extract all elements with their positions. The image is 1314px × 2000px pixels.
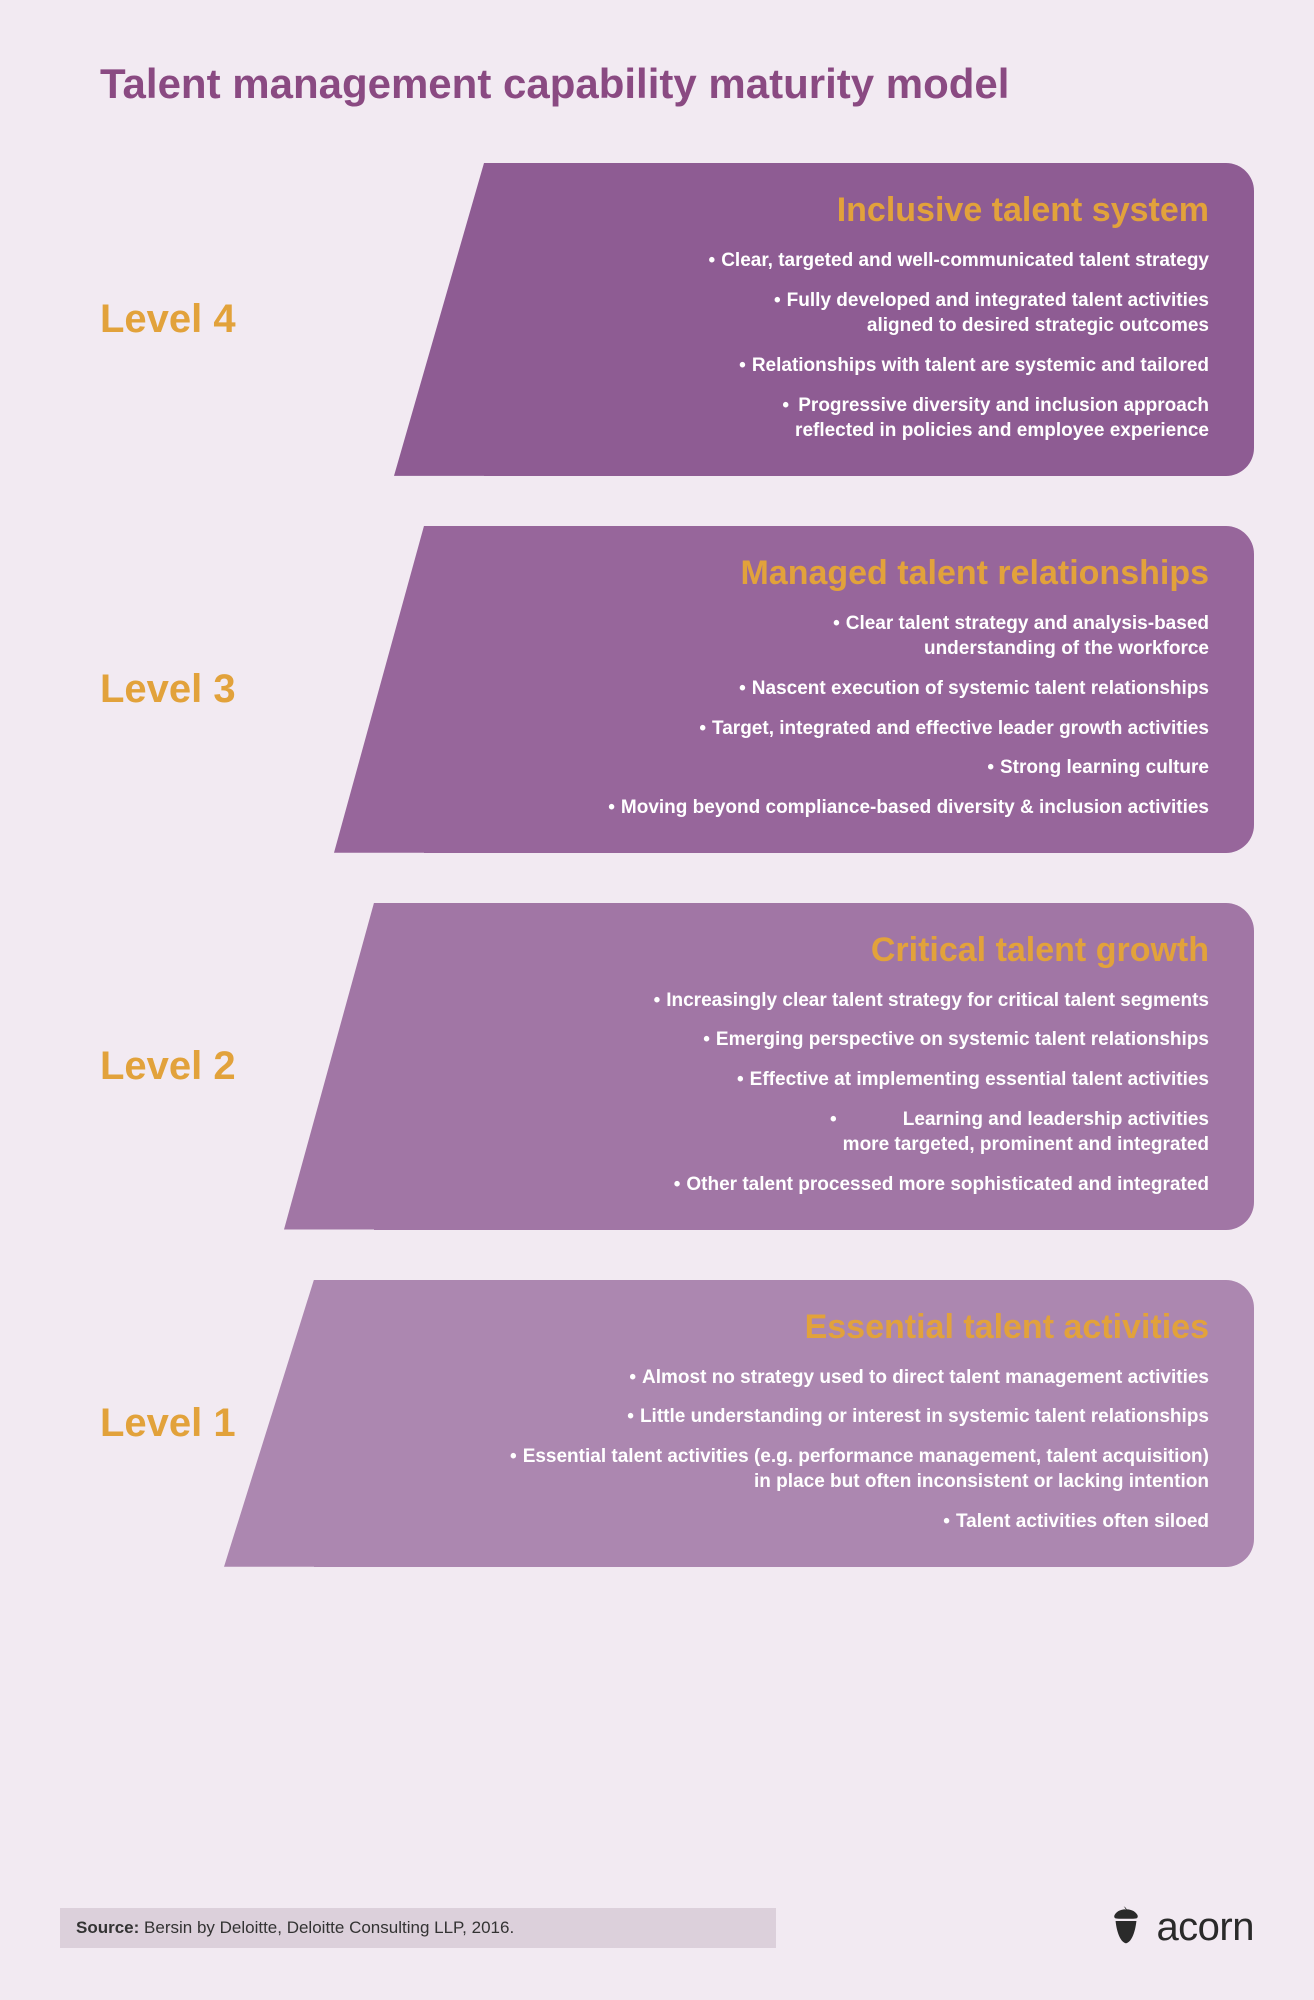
bullet-item: •Nascent execution of systemic talent re… (739, 676, 1209, 702)
bullet-dot-icon: • (703, 1027, 710, 1053)
bullet-dot-icon: • (830, 1107, 837, 1158)
bullet-dot-icon: • (699, 716, 706, 742)
bullet-text: Nascent execution of systemic talent rel… (752, 676, 1209, 702)
level-label: Level 4 (60, 297, 300, 342)
bullet-dot-icon: • (774, 288, 781, 339)
source-label: Source: (76, 1918, 139, 1937)
source-bar: Source: Bersin by Deloitte, Deloitte Con… (60, 1908, 776, 1948)
bullet-item: •Clear, targeted and well-communicated t… (709, 248, 1209, 274)
bullet-item: •Learning and leadership activities more… (830, 1107, 1209, 1158)
level-label: Level 1 (60, 1401, 300, 1446)
bullet-dot-icon: • (608, 795, 615, 821)
bullet-dot-icon: • (654, 988, 661, 1014)
bullet-text: Learning and leadership activities more … (843, 1107, 1209, 1158)
level-row: Level 2Critical talent growth•Increasing… (60, 903, 1254, 1230)
bullet-item: •Moving beyond compliance-based diversit… (608, 795, 1209, 821)
bullet-list: •Clear, targeted and well-communicated t… (529, 248, 1209, 444)
bullet-item: •Other talent processed more sophisticat… (674, 1172, 1209, 1198)
level-card: Essential talent activities•Almost no st… (314, 1280, 1254, 1567)
bullet-text: Essential talent activities (e.g. perfor… (523, 1444, 1209, 1495)
acorn-icon (1106, 1905, 1146, 1950)
bullet-text: Little understanding or interest in syst… (640, 1404, 1209, 1430)
brand-logo: acorn (1106, 1905, 1254, 1950)
level-row: Level 4Inclusive talent system•Clear, ta… (60, 163, 1254, 476)
card-title: Managed talent relationships (469, 554, 1209, 593)
card-title: Critical talent growth (419, 931, 1209, 970)
bullet-text: Moving beyond compliance-based diversity… (621, 795, 1209, 821)
bullet-item: •Clear talent strategy and analysis-base… (833, 611, 1209, 662)
bullet-text: Emerging perspective on systemic talent … (716, 1027, 1209, 1053)
bullet-dot-icon: • (833, 611, 840, 662)
levels-container: Level 4Inclusive talent system•Clear, ta… (60, 163, 1254, 1865)
page: Talent management capability maturity mo… (0, 0, 1314, 2000)
bullet-dot-icon: • (782, 393, 789, 444)
bullet-item: •Talent activities often siloed (943, 1509, 1209, 1535)
bullet-text: Almost no strategy used to direct talent… (642, 1365, 1209, 1391)
bullet-list: •Almost no strategy used to direct talen… (359, 1365, 1209, 1535)
level-label: Level 2 (60, 1044, 300, 1089)
bullet-list: •Clear talent strategy and analysis-base… (469, 611, 1209, 821)
level-card-wrap: Critical talent growth•Increasingly clea… (300, 903, 1254, 1230)
level-card-wrap: Inclusive talent system•Clear, targeted … (300, 163, 1254, 476)
bullet-dot-icon: • (943, 1509, 950, 1535)
bullet-dot-icon: • (987, 755, 994, 781)
bullet-dot-icon: • (674, 1172, 681, 1198)
bullet-dot-icon: • (737, 1067, 744, 1093)
level-row: Level 3Managed talent relationships•Clea… (60, 526, 1254, 853)
bullet-text: Progressive diversity and inclusion appr… (795, 393, 1209, 444)
level-card-wrap: Essential talent activities•Almost no st… (300, 1280, 1254, 1567)
bullet-dot-icon: • (510, 1444, 517, 1495)
bullet-text: Effective at implementing essential tale… (750, 1067, 1209, 1093)
source-text: Bersin by Deloitte, Deloitte Consulting … (144, 1918, 514, 1937)
bullet-item: •Essential talent activities (e.g. perfo… (510, 1444, 1209, 1495)
bullet-text: Talent activities often siloed (956, 1509, 1209, 1535)
bullet-item: •Effective at implementing essential tal… (737, 1067, 1209, 1093)
bullet-text: Strong learning culture (1000, 755, 1209, 781)
card-title: Inclusive talent system (529, 191, 1209, 230)
level-card: Critical talent growth•Increasingly clea… (374, 903, 1254, 1230)
bullet-text: Clear, targeted and well-communicated ta… (721, 248, 1209, 274)
level-card-wrap: Managed talent relationships•Clear talen… (300, 526, 1254, 853)
bullet-text: Fully developed and integrated talent ac… (787, 288, 1209, 339)
bullet-text: Relationships with talent are systemic a… (752, 353, 1209, 379)
bullet-dot-icon: • (629, 1365, 636, 1391)
page-title: Talent management capability maturity mo… (100, 60, 1254, 108)
logo-text: acorn (1156, 1905, 1254, 1950)
bullet-item: •Increasingly clear talent strategy for … (654, 988, 1209, 1014)
bullet-text: Increasingly clear talent strategy for c… (666, 988, 1209, 1014)
footer: Source: Bersin by Deloitte, Deloitte Con… (60, 1905, 1254, 1950)
level-card: Inclusive talent system•Clear, targeted … (484, 163, 1254, 476)
bullet-dot-icon: • (709, 248, 716, 274)
level-row: Level 1Essential talent activities•Almos… (60, 1280, 1254, 1567)
card-title: Essential talent activities (359, 1308, 1209, 1347)
bullet-item: •Little understanding or interest in sys… (627, 1404, 1209, 1430)
bullet-dot-icon: • (739, 676, 746, 702)
level-label: Level 3 (60, 667, 300, 712)
bullet-list: •Increasingly clear talent strategy for … (419, 988, 1209, 1198)
bullet-text: Other talent processed more sophisticate… (686, 1172, 1209, 1198)
level-card: Managed talent relationships•Clear talen… (424, 526, 1254, 853)
bullet-item: •Emerging perspective on systemic talent… (703, 1027, 1209, 1053)
bullet-text: Target, integrated and effective leader … (712, 716, 1209, 742)
bullet-item: •Strong learning culture (987, 755, 1209, 781)
bullet-dot-icon: • (739, 353, 746, 379)
bullet-item: •Almost no strategy used to direct talen… (629, 1365, 1209, 1391)
bullet-item: •Fully developed and integrated talent a… (774, 288, 1209, 339)
bullet-item: •Progressive diversity and inclusion app… (782, 393, 1209, 444)
bullet-item: •Relationships with talent are systemic … (739, 353, 1209, 379)
bullet-dot-icon: • (627, 1404, 634, 1430)
bullet-text: Clear talent strategy and analysis-based… (846, 611, 1209, 662)
bullet-item: •Target, integrated and effective leader… (699, 716, 1209, 742)
